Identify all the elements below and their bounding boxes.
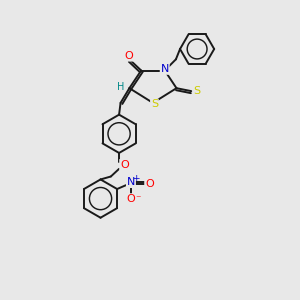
Text: N: N bbox=[160, 64, 169, 74]
Text: O: O bbox=[145, 179, 154, 189]
Text: N: N bbox=[127, 177, 135, 187]
Text: +: + bbox=[132, 174, 140, 183]
Text: S: S bbox=[194, 86, 201, 96]
Text: H: H bbox=[118, 82, 125, 92]
Text: S: S bbox=[151, 99, 158, 110]
Text: O: O bbox=[124, 51, 133, 61]
Text: O: O bbox=[127, 194, 135, 204]
Text: O: O bbox=[120, 160, 129, 170]
Text: ⁻: ⁻ bbox=[135, 194, 140, 204]
